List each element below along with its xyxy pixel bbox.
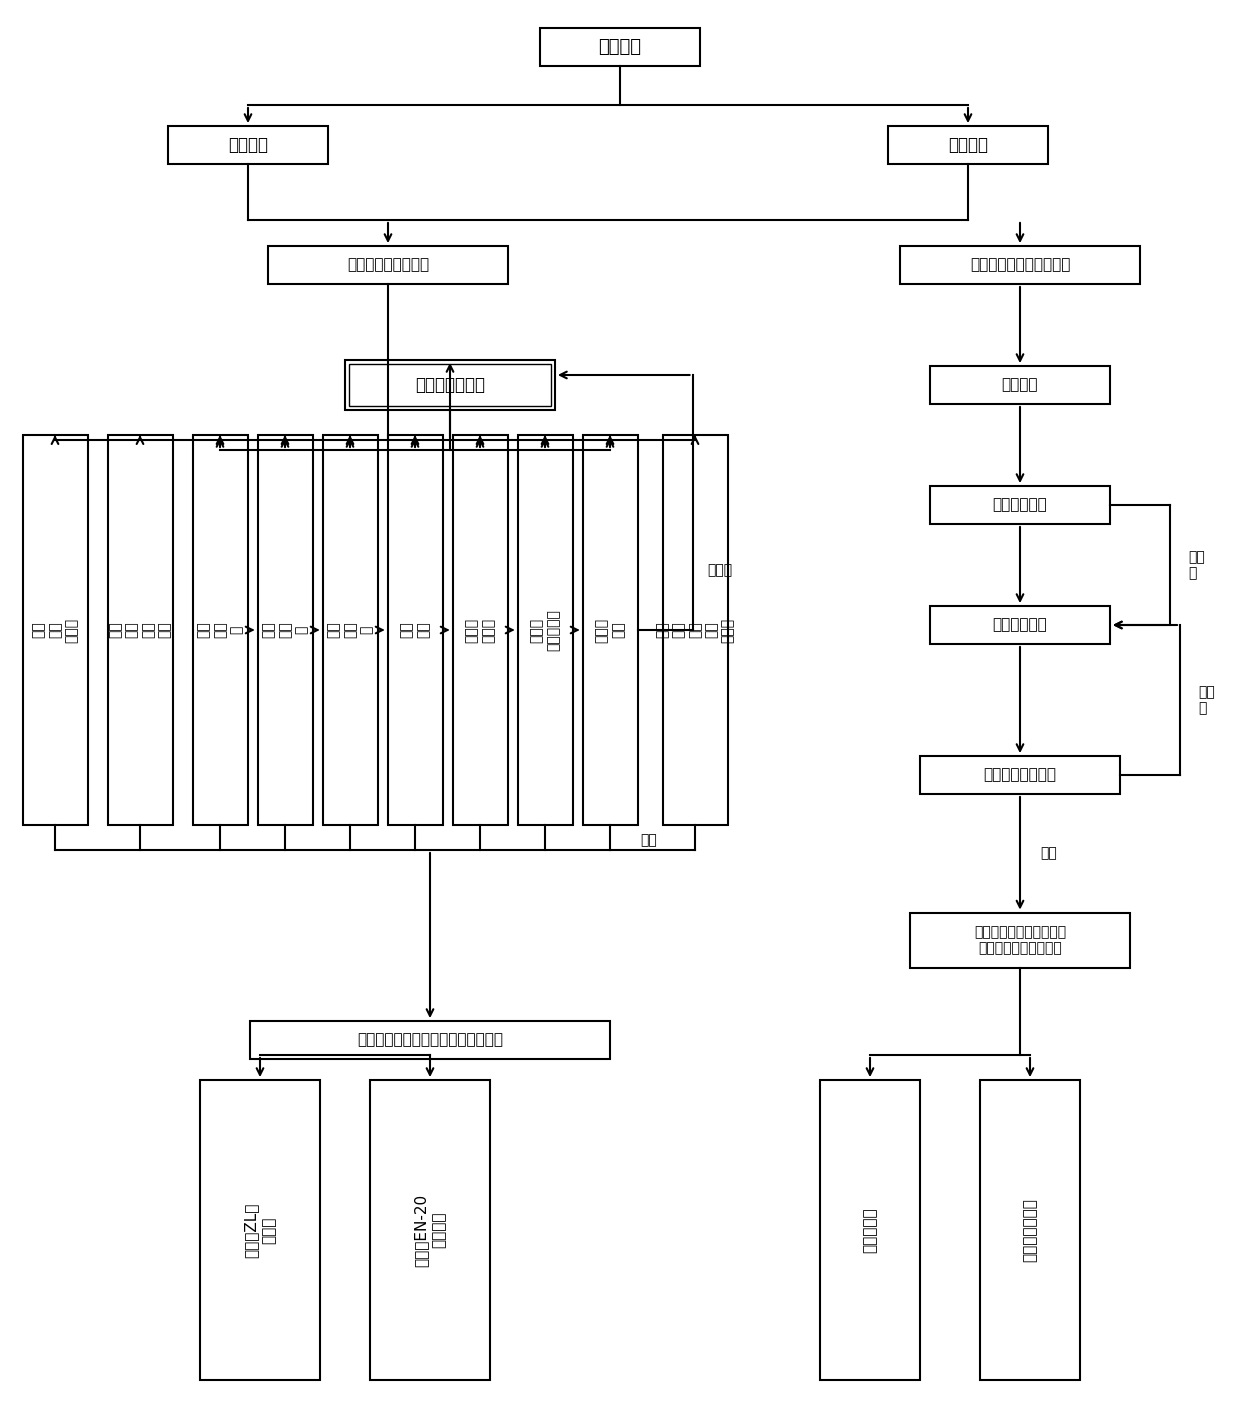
Text: 形成三
角形闭合环: 形成三 角形闭合环 — [529, 609, 560, 651]
Text: 闭合环
检测: 闭合环 检测 — [595, 617, 625, 643]
Bar — [345, 361, 556, 410]
Text: 垂尺导入法: 垂尺导入法 — [863, 1208, 878, 1253]
Text: 对径交
会刻点: 对径交 会刻点 — [465, 617, 495, 643]
Bar — [322, 435, 377, 826]
Bar — [517, 435, 573, 826]
Bar — [900, 247, 1140, 285]
Bar — [108, 435, 172, 826]
Bar — [453, 435, 507, 826]
Bar — [920, 757, 1120, 795]
Text: 全站仪竖井高程逆向传递
同垂尺导入法比较测试: 全站仪竖井高程逆向传递 同垂尺导入法比较测试 — [973, 924, 1066, 955]
Bar — [662, 435, 728, 826]
Bar — [348, 364, 551, 406]
Bar — [370, 1081, 490, 1379]
Bar — [167, 125, 329, 163]
Text: 井口
操作
平台
搭设: 井口 操作 平台 搭设 — [109, 621, 171, 638]
Text: 准备工作: 准备工作 — [599, 38, 641, 56]
Text: 铅锤仪逆向投点同正向投点比较测试: 铅锤仪逆向投点同正向投点比较测试 — [357, 1033, 503, 1047]
Bar — [200, 1081, 320, 1379]
Text: 铅锤
仪组
成: 铅锤 仪组 成 — [197, 621, 243, 638]
Bar — [539, 28, 701, 66]
Bar — [22, 435, 88, 826]
Bar — [387, 435, 443, 826]
Bar — [910, 913, 1130, 968]
Text: 井底
控制
点埋设: 井底 控制 点埋设 — [32, 617, 78, 643]
Bar — [930, 606, 1110, 644]
Bar — [250, 1022, 610, 1060]
Bar — [192, 435, 248, 826]
Text: 全站仪竖井高程逆向传递: 全站仪竖井高程逆向传递 — [970, 258, 1070, 272]
Text: 仪器检校: 仪器检校 — [949, 137, 988, 154]
Bar — [930, 366, 1110, 404]
Text: 不合
格: 不合 格 — [1188, 550, 1205, 581]
Text: 不合
格: 不合 格 — [1198, 685, 1215, 716]
Bar — [888, 125, 1048, 163]
Text: 井口
逆向
投点
联测
同地面: 井口 逆向 投点 联测 同地面 — [656, 617, 734, 643]
Text: 对径
投点: 对径 投点 — [399, 621, 430, 638]
Bar — [258, 435, 312, 826]
Text: 高程逆向导入法: 高程逆向导入法 — [1023, 1198, 1038, 1262]
Text: 安置
铅锤
仪: 安置 铅锤 仪 — [262, 621, 309, 638]
Text: 铅锤仪逆向投点: 铅锤仪逆向投点 — [415, 376, 485, 395]
Text: 合格: 合格 — [1040, 847, 1056, 861]
Text: 安放
接收
靶: 安放 接收 靶 — [327, 621, 373, 638]
Text: 仪器选择: 仪器选择 — [228, 137, 268, 154]
Text: 高程逆向导入: 高程逆向导入 — [993, 617, 1048, 633]
Text: 天顶仪ZL逆
向传递: 天顶仪ZL逆 向传递 — [244, 1202, 277, 1258]
Text: 不合格: 不合格 — [708, 564, 733, 578]
Text: 高程导入精度检测: 高程导入精度检测 — [983, 768, 1056, 782]
Text: 合格: 合格 — [640, 833, 657, 847]
Text: 基点引测: 基点引测 — [1002, 378, 1038, 393]
Bar — [980, 1081, 1080, 1379]
Bar — [930, 486, 1110, 524]
Bar — [583, 435, 637, 826]
Text: 天底仪EN-20
正向传递: 天底仪EN-20 正向传递 — [414, 1193, 446, 1267]
Text: 铅锤仪逆向传递投点: 铅锤仪逆向传递投点 — [347, 258, 429, 272]
Text: 仪器常数设置: 仪器常数设置 — [993, 497, 1048, 513]
Bar — [820, 1081, 920, 1379]
Bar — [268, 247, 508, 285]
